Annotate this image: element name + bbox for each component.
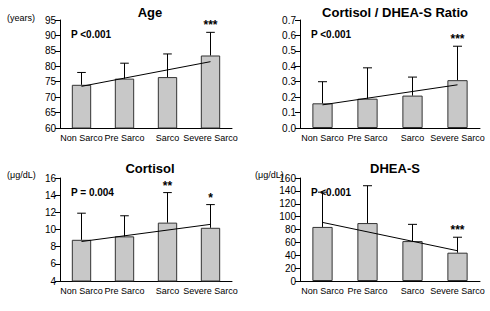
svg-text:Severe Sarco: Severe Sarco xyxy=(183,133,238,143)
svg-text:120: 120 xyxy=(279,198,296,209)
svg-text:Severe Sarco: Severe Sarco xyxy=(430,133,485,143)
svg-text:6: 6 xyxy=(50,258,56,269)
svg-text:P <0.001: P <0.001 xyxy=(311,187,352,198)
svg-text:0.7: 0.7 xyxy=(282,15,296,26)
svg-text:P = 0.004: P = 0.004 xyxy=(71,187,114,198)
svg-text:(μg/dL): (μg/dL) xyxy=(7,170,36,180)
svg-text:160: 160 xyxy=(279,172,296,184)
svg-text:***: *** xyxy=(450,223,464,237)
svg-text:Pre Sarco: Pre Sarco xyxy=(104,286,144,296)
svg-text:16: 16 xyxy=(45,173,57,184)
svg-text:80: 80 xyxy=(285,224,297,235)
svg-text:Severe Sarco: Severe Sarco xyxy=(430,286,485,296)
svg-text:0: 0 xyxy=(290,276,296,287)
svg-text:Cortisol / DHEA-S Ratio: Cortisol / DHEA-S Ratio xyxy=(322,5,468,20)
svg-text:Sarco: Sarco xyxy=(401,133,425,143)
svg-text:***: *** xyxy=(203,18,217,32)
svg-text:75: 75 xyxy=(45,76,57,87)
svg-text:**: ** xyxy=(163,179,173,193)
svg-text:Sarco: Sarco xyxy=(156,286,180,296)
svg-text:DHEA-S: DHEA-S xyxy=(370,161,420,176)
svg-text:Sarco: Sarco xyxy=(156,133,180,143)
svg-text:P <0.001: P <0.001 xyxy=(311,29,352,40)
svg-text:0.6: 0.6 xyxy=(282,30,296,41)
svg-text:85: 85 xyxy=(45,45,57,56)
svg-text:Age: Age xyxy=(138,5,163,20)
svg-text:20: 20 xyxy=(285,263,297,274)
svg-text:40: 40 xyxy=(285,250,297,261)
svg-text:Pre Sarco: Pre Sarco xyxy=(347,286,387,296)
svg-text:60: 60 xyxy=(45,123,57,134)
svg-text:100: 100 xyxy=(279,211,296,222)
svg-text:0.4: 0.4 xyxy=(282,61,296,72)
svg-text:10: 10 xyxy=(45,224,57,235)
svg-text:(years): (years) xyxy=(7,13,35,23)
svg-text:Pre Sarco: Pre Sarco xyxy=(347,133,387,143)
svg-text:Cortisol: Cortisol xyxy=(125,161,174,176)
svg-text:Severe Sarco: Severe Sarco xyxy=(183,286,238,296)
svg-text:Pre Sarco: Pre Sarco xyxy=(104,133,144,143)
svg-text:95: 95 xyxy=(45,15,57,26)
svg-text:Sarco: Sarco xyxy=(401,286,425,296)
svg-text:80: 80 xyxy=(45,61,57,72)
svg-text:0.1: 0.1 xyxy=(282,107,296,118)
svg-text:8: 8 xyxy=(50,241,56,252)
svg-text:(μg/dL): (μg/dL) xyxy=(255,170,284,180)
svg-text:Non Sarco: Non Sarco xyxy=(60,133,103,143)
svg-text:*: * xyxy=(208,191,213,205)
svg-text:Non Sarco: Non Sarco xyxy=(301,286,344,296)
svg-text:65: 65 xyxy=(45,107,57,118)
svg-text:140: 140 xyxy=(279,185,296,196)
svg-text:12: 12 xyxy=(45,207,57,218)
svg-text:90: 90 xyxy=(45,30,57,41)
svg-text:P <0.001: P <0.001 xyxy=(71,29,112,40)
svg-text:0.3: 0.3 xyxy=(282,76,296,87)
svg-text:***: *** xyxy=(450,32,464,46)
svg-text:70: 70 xyxy=(45,92,57,103)
svg-text:0.0: 0.0 xyxy=(282,123,296,134)
svg-text:14: 14 xyxy=(45,190,57,201)
svg-text:0.2: 0.2 xyxy=(282,92,296,103)
svg-text:4: 4 xyxy=(50,276,56,287)
svg-text:0.5: 0.5 xyxy=(282,45,296,56)
svg-text:60: 60 xyxy=(285,237,297,248)
svg-text:Non Sarco: Non Sarco xyxy=(301,133,344,143)
svg-text:Non Sarco: Non Sarco xyxy=(60,286,103,296)
